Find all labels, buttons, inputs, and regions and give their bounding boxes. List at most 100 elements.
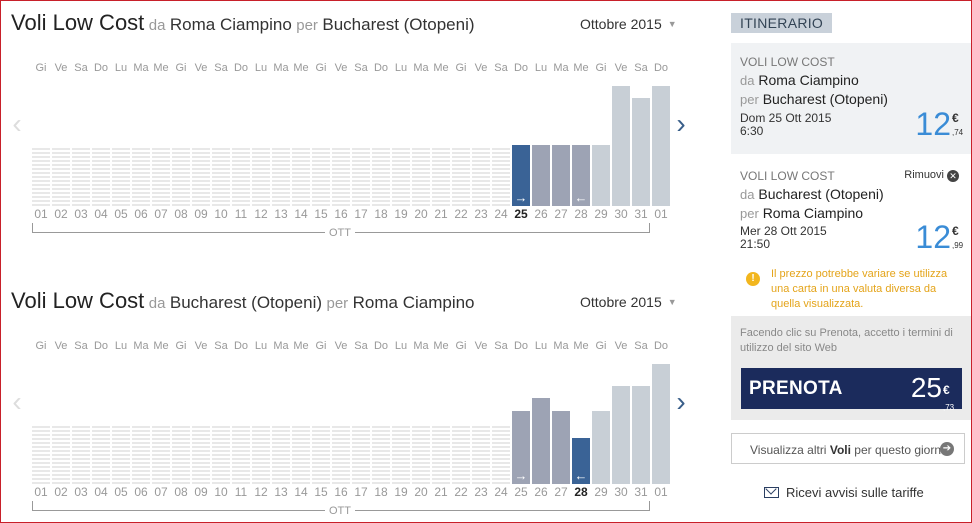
fare-bar-empty-day-01[interactable] — [32, 426, 50, 484]
fare-bar-empty-day-04[interactable] — [92, 148, 110, 206]
remove-flight-button[interactable]: Rimuovi ✕ — [904, 169, 959, 182]
weekday-label: Sa — [354, 340, 368, 352]
day-number: 26 — [534, 207, 548, 221]
weekday-label: Sa — [214, 62, 228, 74]
fare-bar-day-26[interactable] — [532, 398, 550, 484]
fare-bar-empty-day-21[interactable] — [432, 148, 450, 206]
fare-bar-empty-day-20[interactable] — [412, 426, 430, 484]
fare-bar-day-30[interactable] — [612, 386, 630, 484]
fare-bar-empty-day-16[interactable] — [332, 148, 350, 206]
arrow-right-icon: → — [514, 190, 528, 205]
fare-bar-day-01[interactable] — [652, 364, 670, 484]
fare-bar-empty-day-16[interactable] — [332, 426, 350, 484]
fare-bar-empty-day-15[interactable] — [312, 148, 330, 206]
fare-bar-empty-day-23[interactable] — [472, 426, 490, 484]
flight1-kind: VOLI LOW COST — [740, 55, 835, 69]
fare-bar-empty-day-10[interactable] — [212, 426, 230, 484]
fare-bar-empty-day-09[interactable] — [192, 148, 210, 206]
fare-bar-empty-day-13[interactable] — [272, 148, 290, 206]
fare-bar-empty-day-22[interactable] — [452, 426, 470, 484]
fare-bar-day-29[interactable] — [592, 411, 610, 484]
fare-bar-empty-day-11[interactable] — [232, 426, 250, 484]
inbound-next-chevron-right-icon[interactable]: › — [676, 386, 686, 417]
fare-bar-empty-day-02[interactable] — [52, 148, 70, 206]
fare-bar-empty-day-19[interactable] — [392, 148, 410, 206]
outbound-prev-chevron-left-icon[interactable]: ‹ — [12, 108, 22, 139]
fare-bar-empty-day-08[interactable] — [172, 148, 190, 206]
day-number: 20 — [414, 207, 428, 221]
day-number: 02 — [54, 207, 68, 221]
fare-bar-empty-day-20[interactable] — [412, 148, 430, 206]
flight1-from: Roma Ciampino — [758, 72, 859, 88]
fare-bar-empty-day-21[interactable] — [432, 426, 450, 484]
fare-bar-empty-day-11[interactable] — [232, 148, 250, 206]
fare-bar-day-30[interactable] — [612, 86, 630, 206]
fare-bar-day-25[interactable]: → — [512, 411, 530, 484]
fare-bar-empty-day-15[interactable] — [312, 426, 330, 484]
fare-bar-day-26[interactable] — [532, 145, 550, 206]
inbound-prev-chevron-left-icon[interactable]: ‹ — [12, 386, 22, 417]
fare-bar-day-27[interactable] — [552, 145, 570, 206]
inbound-title-to: Roma Ciampino — [352, 293, 475, 312]
weekday-label: Sa — [214, 340, 228, 352]
fare-bar-empty-day-07[interactable] — [152, 148, 170, 206]
view-more-flights-button[interactable]: Visualizza altri Voli per questo giorno … — [731, 433, 965, 464]
fare-bar-empty-day-03[interactable] — [72, 148, 90, 206]
fare-bar-empty-day-07[interactable] — [152, 426, 170, 484]
fare-bar-empty-day-12[interactable] — [252, 148, 270, 206]
flight2-from-line: da Bucharest (Otopeni) — [740, 186, 884, 202]
fare-bar-empty-day-24[interactable] — [492, 148, 510, 206]
fare-bar-empty-day-05[interactable] — [112, 426, 130, 484]
outbound-month-select[interactable]: Ottobre 2015 ▼ — [580, 16, 677, 32]
fare-bar-empty-day-04[interactable] — [92, 426, 110, 484]
weekday-label: Ma — [553, 340, 569, 352]
fare-bar-empty-day-14[interactable] — [292, 426, 310, 484]
fare-bar-day-29[interactable] — [592, 145, 610, 206]
fare-bar-day-28[interactable]: ← — [572, 145, 590, 206]
flight1-time: 6:30 — [740, 124, 764, 138]
fare-bar-empty-day-12[interactable] — [252, 426, 270, 484]
fare-bar-empty-day-06[interactable] — [132, 426, 150, 484]
day-number: 23 — [474, 485, 488, 499]
fare-bar-day-31[interactable] — [632, 386, 650, 484]
fare-bar-day-28[interactable]: ← — [572, 438, 590, 484]
fare-bar-day-27[interactable] — [552, 411, 570, 484]
fare-bar-empty-day-17[interactable] — [352, 148, 370, 206]
fare-bar-empty-day-06[interactable] — [132, 148, 150, 206]
day-number: 24 — [494, 207, 508, 221]
fare-bar-empty-day-09[interactable] — [192, 426, 210, 484]
fare-bar-empty-day-24[interactable] — [492, 426, 510, 484]
flight1-price-cur: € — [952, 111, 959, 125]
fare-bar-empty-day-19[interactable] — [392, 426, 410, 484]
fare-bar-empty-day-17[interactable] — [352, 426, 370, 484]
fare-bar-empty-day-14[interactable] — [292, 148, 310, 206]
fare-bar-empty-day-23[interactable] — [472, 148, 490, 206]
fare-bar-empty-day-02[interactable] — [52, 426, 70, 484]
fare-bar-empty-day-01[interactable] — [32, 148, 50, 206]
day-number: 02 — [54, 485, 68, 499]
fare-bar-empty-day-13[interactable] — [272, 426, 290, 484]
flight1-to-prefix: per — [740, 92, 759, 107]
fare-alerts-link[interactable]: Ricevi avvisi sulle tariffe — [786, 485, 924, 500]
fare-bar-empty-day-18[interactable] — [372, 148, 390, 206]
fare-alerts-label: Ricevi avvisi sulle tariffe — [786, 485, 924, 500]
weekday-label: Do — [653, 340, 669, 352]
weekday-label: Ve — [194, 62, 208, 74]
book-button[interactable]: PRENOTA 25 € ,73 — [741, 368, 962, 412]
fare-bar-empty-day-18[interactable] — [372, 426, 390, 484]
inbound-month-select[interactable]: Ottobre 2015 ▼ — [580, 294, 677, 310]
fare-bar-empty-day-10[interactable] — [212, 148, 230, 206]
outbound-next-chevron-right-icon[interactable]: › — [676, 108, 686, 139]
weekday-label: Ve — [474, 62, 488, 74]
fare-bar-empty-day-03[interactable] — [72, 426, 90, 484]
day-number: 01 — [654, 485, 668, 499]
fare-bar-empty-day-08[interactable] — [172, 426, 190, 484]
fare-bar-day-31[interactable] — [632, 98, 650, 206]
day-number: 27 — [554, 485, 568, 499]
fare-bar-empty-day-05[interactable] — [112, 148, 130, 206]
weekday-label: Lu — [114, 62, 128, 74]
fare-bar-empty-day-22[interactable] — [452, 148, 470, 206]
flight2-kind: VOLI LOW COST — [740, 169, 835, 183]
fare-bar-day-25[interactable]: → — [512, 145, 530, 206]
fare-bar-day-01[interactable] — [652, 86, 670, 206]
